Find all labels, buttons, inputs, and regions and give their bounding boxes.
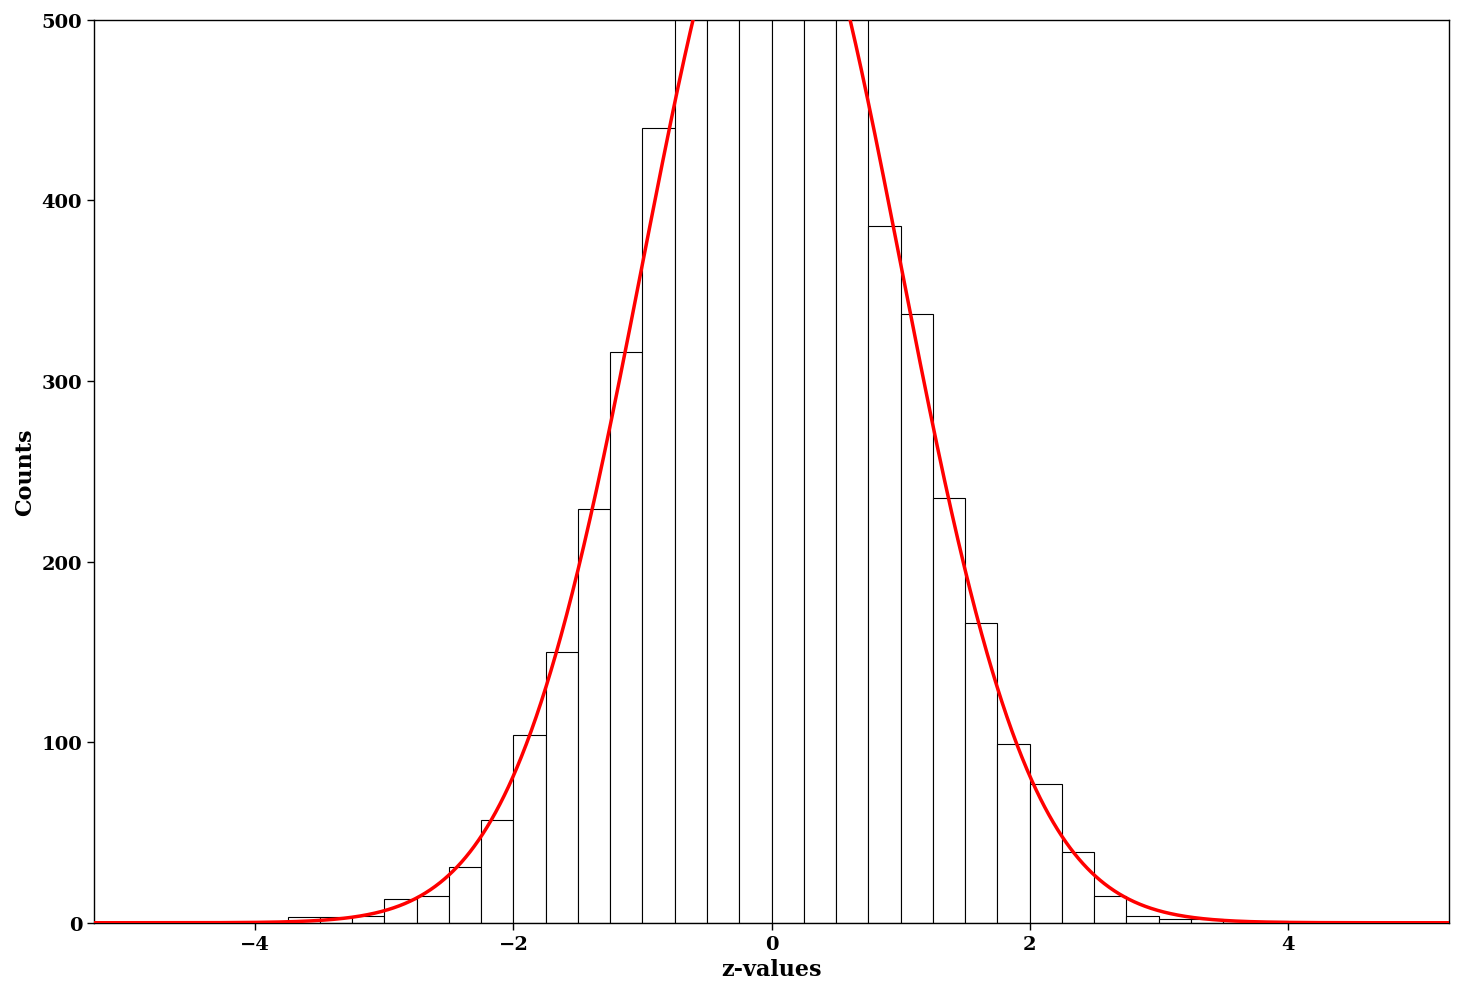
Bar xyxy=(707,0,739,922)
Bar xyxy=(353,915,385,922)
Bar xyxy=(320,917,353,922)
Bar xyxy=(771,0,803,922)
Bar xyxy=(739,0,771,922)
Bar xyxy=(901,315,933,922)
Bar xyxy=(933,499,966,922)
Bar xyxy=(1223,921,1255,922)
Bar xyxy=(1159,919,1191,922)
Bar xyxy=(1191,919,1223,922)
Bar xyxy=(966,623,998,922)
Bar xyxy=(835,19,869,922)
Bar xyxy=(642,129,674,922)
Bar xyxy=(417,896,449,922)
Bar xyxy=(998,745,1030,922)
Bar xyxy=(449,867,481,922)
Y-axis label: Counts: Counts xyxy=(13,428,37,516)
Bar xyxy=(610,353,642,922)
Bar xyxy=(514,736,546,922)
Bar xyxy=(546,652,578,922)
Bar xyxy=(869,227,901,922)
Bar xyxy=(1030,784,1062,922)
Bar xyxy=(288,917,320,922)
Bar xyxy=(578,510,610,922)
Bar xyxy=(674,0,707,922)
Bar xyxy=(1127,915,1159,922)
Bar xyxy=(1094,896,1127,922)
X-axis label: z-values: z-values xyxy=(721,958,822,980)
Bar xyxy=(385,900,417,922)
Bar xyxy=(1255,921,1287,922)
Bar xyxy=(1062,853,1094,922)
Bar xyxy=(481,820,514,922)
Bar xyxy=(803,0,835,922)
